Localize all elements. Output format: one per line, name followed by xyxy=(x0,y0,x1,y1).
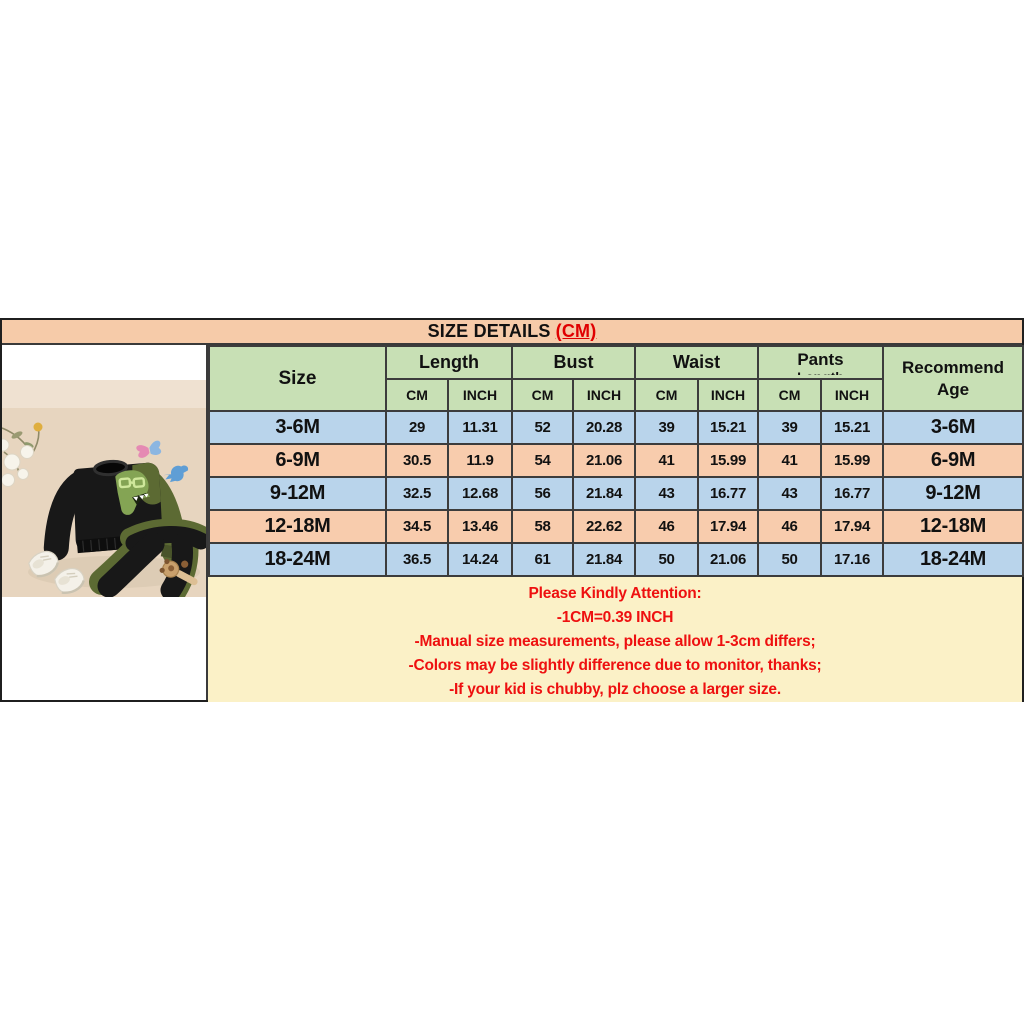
unit-header-length-inch: INCH xyxy=(447,378,513,412)
cell-length-inch: 13.46 xyxy=(447,509,513,544)
size-chart-panel: SIZE DETAILS (CM) xyxy=(0,318,1024,702)
page-title: SIZE DETAILS (CM) xyxy=(2,320,1022,345)
cell-size: 3-6M xyxy=(208,410,387,445)
unit-header-bust-cm: CM xyxy=(511,378,574,412)
cotton-flowers-decor xyxy=(2,422,43,487)
product-photo xyxy=(2,380,206,597)
cell-bust-cm: 56 xyxy=(511,476,574,511)
cell-waist-cm: 43 xyxy=(634,476,699,511)
cell-waist-inch: 16.77 xyxy=(697,476,759,511)
unit-header-waist-cm: CM xyxy=(634,378,699,412)
unit-header-waist-inch: INCH xyxy=(697,378,759,412)
sneakers xyxy=(28,550,85,594)
cell-waist-inch: 15.99 xyxy=(697,443,759,478)
cell-bust-cm: 61 xyxy=(511,542,574,577)
cell-waist-inch: 21.06 xyxy=(697,542,759,577)
unit-header-pants-inch: INCH xyxy=(820,378,884,412)
pants-label: Pants xyxy=(797,350,844,370)
cell-bust-inch: 20.28 xyxy=(572,410,636,445)
cell-pants-inch: 15.21 xyxy=(820,410,884,445)
note-line: -Manual size measurements, please allow … xyxy=(414,633,816,650)
header-row-groups: Size Length Bust Waist Pants Length Reco… xyxy=(208,345,1024,412)
col-header-pants: Pants Length xyxy=(757,345,884,380)
pants xyxy=(89,518,206,597)
table-row: 18-24M 36.5 14.24 61 21.84 50 21.06 50 1… xyxy=(208,542,1024,577)
cell-waist-cm: 41 xyxy=(634,443,699,478)
cell-recommend-age: 12-18M xyxy=(882,509,1024,544)
cell-waist-cm: 46 xyxy=(634,509,699,544)
cell-pants-inch: 16.77 xyxy=(820,476,884,511)
cell-bust-cm: 54 xyxy=(511,443,574,478)
product-photo-column xyxy=(2,345,208,700)
cell-waist-inch: 15.21 xyxy=(697,410,759,445)
size-table: Size Length Bust Waist Pants Length Reco… xyxy=(208,345,1024,577)
butterfly-decal xyxy=(136,440,162,458)
cell-size: 12-18M xyxy=(208,509,387,544)
cell-size: 6-9M xyxy=(208,443,387,478)
header-row-units: CM INCH CM INCH CM INCH CM INCH xyxy=(209,378,1023,412)
table-row: 12-18M 34.5 13.46 58 22.62 46 17.94 46 1… xyxy=(208,509,1024,544)
col-header-recommend-age: Recommend Age xyxy=(882,345,1024,412)
cell-size: 9-12M xyxy=(208,476,387,511)
cell-length-inch: 12.68 xyxy=(447,476,513,511)
cell-length-inch: 11.31 xyxy=(447,410,513,445)
cell-bust-inch: 21.06 xyxy=(572,443,636,478)
cell-waist-inch: 17.94 xyxy=(697,509,759,544)
cell-length-cm: 36.5 xyxy=(385,542,449,577)
chart-content: Size Length Bust Waist Pants Length Reco… xyxy=(2,345,1024,702)
cell-waist-cm: 39 xyxy=(634,410,699,445)
cell-length-inch: 11.9 xyxy=(447,443,513,478)
col-header-waist: Waist xyxy=(634,345,759,380)
unit-header-pants-cm: CM xyxy=(757,378,822,412)
cell-length-cm: 30.5 xyxy=(385,443,449,478)
title-unit-cm: (CM) xyxy=(555,321,597,341)
sunglasses-print xyxy=(118,477,146,489)
cell-waist-cm: 50 xyxy=(634,542,699,577)
cell-bust-inch: 21.84 xyxy=(572,476,636,511)
cell-pants-inch: 17.94 xyxy=(820,509,884,544)
table-and-note-column: Size Length Bust Waist Pants Length Reco… xyxy=(208,345,1024,702)
cell-recommend-age: 9-12M xyxy=(882,476,1024,511)
note-line: Please Kindly Attention: xyxy=(528,585,702,602)
col-header-bust: Bust xyxy=(511,345,636,380)
cell-pants-cm: 43 xyxy=(757,476,822,511)
cell-recommend-age: 3-6M xyxy=(882,410,1024,445)
wooden-toy xyxy=(159,558,198,586)
cell-length-cm: 29 xyxy=(385,410,449,445)
attention-note: Please Kindly Attention: -1CM=0.39 INCH … xyxy=(208,577,1022,702)
note-line: -If your kid is chubby, plz choose a lar… xyxy=(449,681,781,698)
col-header-size: Size xyxy=(208,345,387,412)
cell-pants-cm: 46 xyxy=(757,509,822,544)
cell-recommend-age: 18-24M xyxy=(882,542,1024,577)
table-row: 3-6M 29 11.31 52 20.28 39 15.21 39 15.21… xyxy=(208,410,1024,445)
col-header-length: Length xyxy=(385,345,513,380)
unit-header-length-cm: CM xyxy=(385,378,449,412)
note-line: -Colors may be slightly difference due t… xyxy=(408,657,822,674)
cell-pants-inch: 15.99 xyxy=(820,443,884,478)
table-row: 6-9M 30.5 11.9 54 21.06 41 15.99 41 15.9… xyxy=(208,443,1024,478)
cell-length-cm: 34.5 xyxy=(385,509,449,544)
title-text: SIZE DETAILS xyxy=(427,321,551,341)
dinosaur-print xyxy=(115,470,151,515)
table-row: 9-12M 32.5 12.68 56 21.84 43 16.77 43 16… xyxy=(208,476,1024,511)
cell-length-cm: 32.5 xyxy=(385,476,449,511)
cell-pants-cm: 41 xyxy=(757,443,822,478)
cell-bust-cm: 58 xyxy=(511,509,574,544)
photo-wall xyxy=(2,380,206,408)
dinosaur-decal xyxy=(162,465,189,483)
cell-size: 18-24M xyxy=(208,542,387,577)
pants-clipped-label: Length xyxy=(760,370,881,375)
cell-recommend-age: 6-9M xyxy=(882,443,1024,478)
cell-pants-cm: 39 xyxy=(757,410,822,445)
cell-bust-cm: 52 xyxy=(511,410,574,445)
unit-header-bust-inch: INCH xyxy=(572,378,636,412)
cell-length-inch: 14.24 xyxy=(447,542,513,577)
cell-bust-inch: 22.62 xyxy=(572,509,636,544)
cell-pants-cm: 50 xyxy=(757,542,822,577)
cell-pants-inch: 17.16 xyxy=(820,542,884,577)
cell-bust-inch: 21.84 xyxy=(572,542,636,577)
note-line: -1CM=0.39 INCH xyxy=(556,609,674,626)
